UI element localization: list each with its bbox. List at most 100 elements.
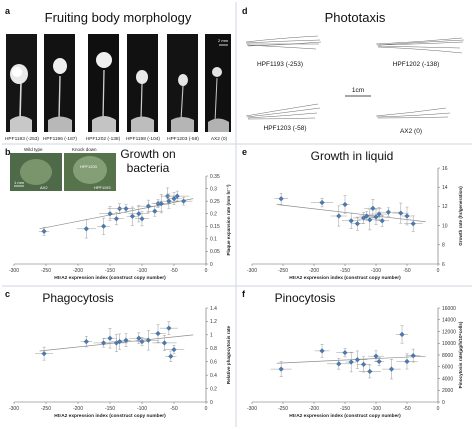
strain-label-2: HPF1196 (-187) (43, 136, 77, 142)
panel-a-title: Fruiting body morphology (45, 10, 192, 25)
y-tick-label: 16000 (442, 306, 456, 312)
y-tick-label: 12 (442, 204, 448, 210)
data-point (166, 192, 182, 205)
data-marker (166, 198, 172, 204)
x-tick-label: -250 (278, 406, 288, 412)
panel-b: b Growth on bacteria Wild type Knock dow… (5, 147, 176, 191)
data-marker (373, 214, 379, 220)
data-point (111, 333, 128, 350)
data-point (134, 211, 150, 227)
data-point (310, 197, 334, 208)
x-tick-label: -100 (371, 268, 381, 274)
data-marker (373, 353, 379, 359)
data-marker (107, 211, 113, 217)
data-point (327, 358, 351, 370)
data-point (402, 206, 412, 226)
y-tick-label: 0 (210, 262, 213, 268)
panel-c: c Phagocytosis (5, 289, 114, 305)
data-point (150, 324, 166, 343)
x-axis-title: HtrA2 expression index (construct copy n… (54, 275, 166, 281)
data-point (165, 350, 177, 362)
x-tick-label: -100 (371, 406, 381, 412)
x-tick-label: -250 (41, 406, 51, 412)
data-point (395, 325, 409, 344)
data-point (274, 192, 288, 205)
y-axis-title: Growth rate (hr/generation) (458, 186, 463, 246)
strain-label-6: AX2 (0) (211, 136, 228, 142)
data-marker (360, 361, 367, 368)
fruiting-photo-4 (127, 34, 158, 132)
y-tick-label: 0.25 (210, 199, 220, 205)
y-axis-title: Pinocytosis rate(µg/h/10⁶cells) (458, 321, 463, 388)
inset-label-hpf1203: HPF1203 (80, 164, 98, 169)
data-point (129, 332, 149, 344)
y-tick-label: 0.4 (210, 373, 217, 379)
y-tick-label: 6000 (442, 365, 453, 371)
data-marker (83, 338, 89, 345)
fruiting-photo-5 (167, 34, 198, 132)
data-point (358, 364, 381, 379)
data-point (359, 211, 375, 221)
y-tick-label: 1.4 (210, 306, 217, 312)
y-tick-label: 6 (442, 262, 445, 268)
x-tick-label: -150 (105, 268, 115, 274)
data-marker (376, 211, 382, 217)
y-tick-label: 0.2 (210, 212, 217, 218)
y-tick-label: 10 (442, 223, 448, 229)
y-axis-title: Relative phagocytosis rate (226, 325, 231, 384)
data-marker (336, 213, 342, 219)
data-point (370, 208, 382, 225)
data-marker (161, 340, 168, 346)
data-point (38, 227, 50, 236)
panel-f: f Pinocytosis (242, 289, 335, 305)
x-tick-label: -300 (247, 268, 257, 274)
data-marker (152, 208, 158, 214)
y-tick-label: 0.6 (210, 360, 217, 366)
data-point (314, 344, 330, 358)
panel-f-letter: f (242, 289, 246, 299)
data-marker (41, 351, 47, 357)
x-tick-label: -50 (170, 406, 177, 412)
data-marker (174, 193, 180, 199)
data-marker (41, 228, 47, 234)
phototaxis-label-2: HPF1202 (-138) (393, 61, 440, 68)
data-marker (278, 366, 284, 372)
y-tick-label: 1 (210, 333, 213, 339)
data-point (330, 205, 347, 227)
data-point (347, 350, 368, 369)
data-point (358, 209, 382, 231)
y-tick-label: 4000 (442, 376, 453, 382)
data-point (80, 335, 93, 348)
inset-label-ax2: AX2 (40, 185, 48, 190)
y-tick-label: 8000 (442, 353, 453, 359)
data-marker (410, 352, 416, 359)
data-point (336, 348, 354, 358)
data-marker (83, 226, 89, 232)
panel-a: a Fruiting body morphology (5, 6, 231, 142)
y-tick-label: 14 (442, 185, 448, 191)
data-marker (100, 340, 107, 346)
data-point (353, 212, 375, 224)
chart-growth-in-liquid: -300 -250 -200 -150 -100 -50 06 8 10 12 14 16 HtrA2 … (247, 166, 463, 281)
panel-b-letter: b (5, 147, 11, 157)
data-point (93, 338, 114, 348)
panel-b-title-line2: bacteria (127, 161, 170, 175)
panel-e-title: Growth in liquid (311, 149, 394, 163)
data-point (76, 219, 96, 239)
data-marker (398, 210, 404, 216)
phototaxis-label-1: HPF1193 (-253) (257, 61, 303, 68)
y-tick-label: 0.2 (210, 386, 217, 392)
y-tick-label: 0.8 (210, 346, 217, 352)
x-tick-label: -250 (41, 268, 51, 274)
panel-d: d Phototaxis HPF1193 (-253) HPF1202 (-13… (242, 6, 465, 135)
x-axis-title: HtrA2 expression index (construct copy n… (289, 413, 401, 419)
data-marker (116, 338, 123, 345)
data-marker (342, 350, 348, 356)
y-tick-label: 12000 (442, 329, 456, 335)
data-marker (410, 221, 416, 227)
data-marker (385, 209, 392, 215)
data-point (104, 333, 128, 352)
phototaxis-trails-3 (245, 103, 321, 120)
data-marker (370, 205, 376, 211)
